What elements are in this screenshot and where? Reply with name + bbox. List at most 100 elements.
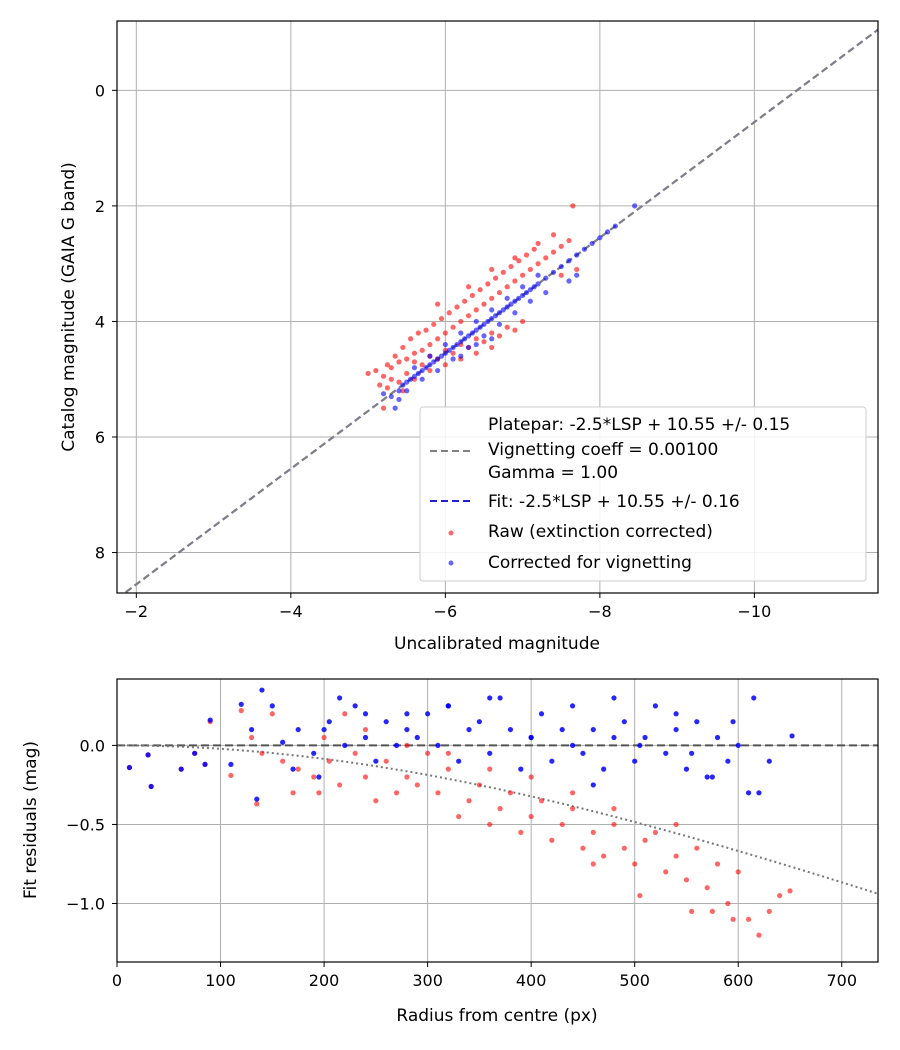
legend-entry-platepar: Platepar: -2.5*LSP + 10.55 +/- 0.15 xyxy=(488,415,790,435)
data-point xyxy=(392,405,398,411)
data-point xyxy=(465,313,472,319)
data-point xyxy=(632,861,638,867)
data-point xyxy=(373,758,379,764)
data-point xyxy=(393,742,400,749)
data-point xyxy=(419,362,425,368)
data-point xyxy=(559,726,565,733)
data-point xyxy=(523,252,530,258)
data-point xyxy=(427,341,433,348)
data-point xyxy=(496,310,503,316)
data-point xyxy=(446,347,452,353)
top-y-tick-label: 2 xyxy=(95,197,105,216)
bottom-ticks: 0 100 200 300 400 500 600 700 0.0 −0.5 −1.0 xyxy=(66,736,857,990)
data-point xyxy=(365,370,371,377)
data-point xyxy=(425,711,431,717)
data-point xyxy=(611,806,617,812)
data-point xyxy=(504,324,510,330)
data-point xyxy=(476,782,482,788)
data-point xyxy=(259,687,265,693)
data-point xyxy=(238,701,244,707)
legend-entry-vignetting: Vignetting coeff = 0.00100 xyxy=(488,440,718,460)
data-point xyxy=(207,717,213,723)
data-point xyxy=(590,726,596,733)
data-point xyxy=(535,272,541,278)
data-point xyxy=(438,353,445,359)
data-point xyxy=(337,782,343,788)
data-point xyxy=(384,385,391,391)
bottom-x-tick-label: 700 xyxy=(826,971,857,990)
data-point xyxy=(311,774,317,780)
data-point xyxy=(415,330,421,336)
data-point xyxy=(709,774,715,780)
bottom-x-axis-label: Radius from centre (px) xyxy=(396,1006,597,1026)
bottom-y-tick-label: −0.5 xyxy=(66,815,105,834)
data-point xyxy=(504,284,510,290)
data-point xyxy=(512,278,518,284)
top-y-tick-label: 8 xyxy=(95,544,105,563)
data-point xyxy=(454,341,460,348)
data-point xyxy=(520,284,526,290)
data-point xyxy=(414,734,420,741)
data-point xyxy=(396,359,402,365)
data-point xyxy=(528,734,534,741)
data-point xyxy=(637,892,643,899)
data-point xyxy=(663,750,669,756)
data-point xyxy=(404,742,410,749)
data-point xyxy=(500,269,506,275)
bottom-axes-frame xyxy=(116,678,879,963)
data-point xyxy=(290,790,296,796)
data-point xyxy=(438,315,445,322)
data-point xyxy=(425,750,431,756)
data-point xyxy=(407,376,414,382)
data-point xyxy=(148,783,154,790)
legend-entry-gamma: Gamma = 1.00 xyxy=(488,463,618,483)
data-point xyxy=(202,761,208,767)
top-x-tick-label: −8 xyxy=(588,602,612,621)
legend-marker-corrected xyxy=(448,560,454,566)
data-point xyxy=(392,353,398,359)
data-point xyxy=(725,900,731,907)
data-point xyxy=(504,304,510,310)
data-point xyxy=(126,764,133,771)
data-point xyxy=(570,203,576,209)
data-point xyxy=(683,766,690,772)
data-point xyxy=(481,333,487,339)
data-point xyxy=(435,336,441,342)
data-point xyxy=(527,266,533,273)
data-point xyxy=(735,869,741,875)
bottom-x-tick-label: 200 xyxy=(309,971,340,990)
data-point xyxy=(580,845,586,851)
data-point xyxy=(489,307,495,313)
data-point xyxy=(704,885,710,891)
data-point xyxy=(766,758,772,764)
data-point xyxy=(601,766,607,772)
data-point xyxy=(450,356,456,362)
data-point xyxy=(673,726,679,733)
data-point xyxy=(520,318,526,325)
legend-box xyxy=(419,406,867,582)
data-point xyxy=(411,350,418,356)
data-point xyxy=(550,232,557,238)
data-point xyxy=(238,708,244,714)
data-point xyxy=(456,813,462,820)
data-point xyxy=(450,344,456,351)
data-point xyxy=(465,344,472,351)
data-point xyxy=(248,734,255,741)
bottom-y-tick-label: −1.0 xyxy=(66,895,105,914)
data-point xyxy=(550,269,557,275)
vignetting-model-curve xyxy=(117,744,878,895)
top-axes-frame xyxy=(116,20,879,594)
data-point xyxy=(458,318,464,325)
data-point xyxy=(456,758,462,764)
data-point xyxy=(574,252,580,258)
data-point xyxy=(280,739,286,745)
data-point xyxy=(621,719,627,725)
bottom-x-tick-label: 500 xyxy=(619,971,650,990)
data-point xyxy=(725,758,731,764)
data-point xyxy=(508,263,514,270)
data-point xyxy=(473,350,479,356)
data-point xyxy=(787,888,793,894)
data-point xyxy=(352,750,358,756)
data-point xyxy=(487,766,493,772)
data-point xyxy=(427,353,433,359)
